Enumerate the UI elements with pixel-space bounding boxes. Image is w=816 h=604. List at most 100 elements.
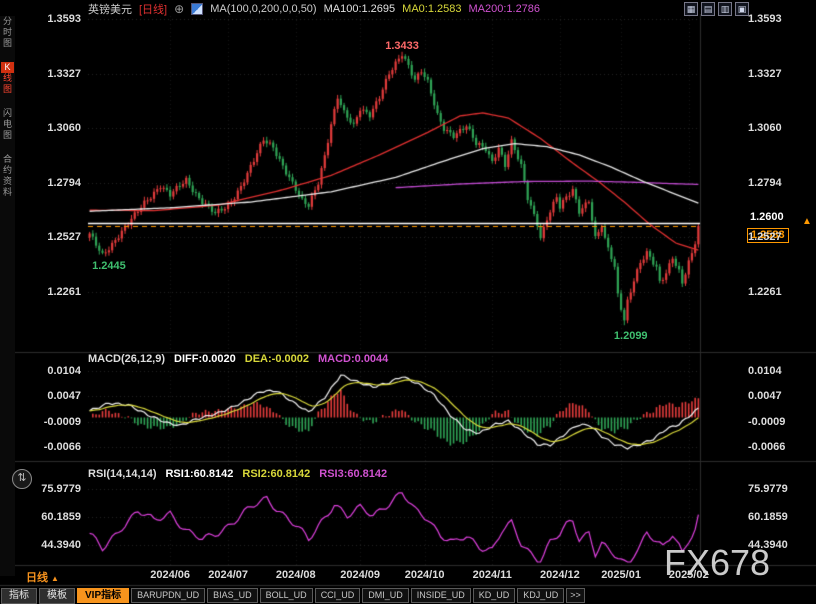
- price-level-label: 1.2600: [750, 211, 784, 223]
- rsi2-value: RSI2:60.8142: [242, 468, 311, 480]
- timeframe-label: 日线: [26, 572, 48, 584]
- sidebar-item-char: 资: [2, 176, 12, 186]
- sidebar-item-char: 线: [2, 73, 12, 83]
- tabs-more-button[interactable]: >>: [566, 588, 585, 603]
- sidebar-item-char: 约: [2, 165, 12, 175]
- window-layout-icon[interactable]: ▣: [735, 2, 749, 16]
- axis-tick-label: 1.3060: [748, 122, 782, 135]
- axis-tick-label: 75.9779: [41, 483, 81, 495]
- macd-dea-value: DEA:-0.0002: [244, 353, 309, 365]
- add-indicator-icon[interactable]: ⊕: [174, 1, 185, 16]
- macd-diff-value: DIFF:0.0020: [174, 353, 236, 365]
- tab-模板[interactable]: 模板: [39, 587, 75, 604]
- x-axis-label: 2024/08: [275, 569, 316, 581]
- axis-tick-label: 44.3940: [41, 539, 81, 551]
- tab-VIP指标[interactable]: VIP指标: [77, 588, 130, 603]
- price-arrow-icon[interactable]: ▲: [802, 216, 812, 227]
- tab-BOLL_UD[interactable]: BOLL_UD: [259, 588, 313, 603]
- tab-BARUPDN_UD[interactable]: BARUPDN_UD: [131, 588, 206, 603]
- axis-tick-label: 44.3940: [748, 539, 788, 551]
- macd-name: MACD(26,12,9): [88, 353, 166, 365]
- window-layout-icon[interactable]: ▤: [701, 2, 715, 16]
- x-axis-label: 2024/06: [150, 569, 190, 581]
- macd-pane-header: MACD(26,12,9) DIFF:0.0020 DEA:-0.0002 MA…: [88, 353, 388, 365]
- chart-info-bar: 英镑美元 [日线] ⊕ MA(100,0,200,0,0,50) MA100:1…: [88, 1, 541, 16]
- window-layout-icon[interactable]: ▥: [718, 2, 732, 16]
- rsi3-value: RSI3:60.8142: [319, 468, 388, 480]
- macd-macd-value: MACD:0.0044: [317, 353, 389, 365]
- x-axis-label: 2024/10: [404, 569, 445, 581]
- quick-nav-icon[interactable]: ⇅: [12, 469, 32, 489]
- rsi1-value: RSI1:60.8142: [165, 468, 234, 480]
- x-axis-label: 2024/11: [472, 569, 512, 581]
- window-layout-icon[interactable]: ▦: [684, 2, 698, 16]
- tab-KDJ_UD[interactable]: KDJ_UD: [517, 588, 565, 603]
- tab-CCI_UD[interactable]: CCI_UD: [314, 588, 361, 603]
- ma-indicator-icon: [191, 2, 204, 15]
- ma0-value: MA0:1.2583: [402, 2, 462, 15]
- x-axis-label: 2024/09: [340, 569, 381, 581]
- sidebar-item-char: K: [1, 62, 14, 73]
- axis-tick-label: -0.0009: [43, 415, 81, 428]
- axis-tick-label: 60.1859: [748, 511, 788, 523]
- axis-tick-label: 1.2527: [748, 231, 782, 244]
- sidebar-item-合约资料[interactable]: 合约资料: [0, 154, 15, 198]
- sidebar-item-char: 合: [2, 154, 12, 164]
- ma-settings-label: MA(100,0,200,0,0,50): [210, 2, 317, 15]
- axis-tick-label: 0.0104: [47, 365, 81, 377]
- period-label: [日线]: [139, 3, 168, 16]
- axis-tick-label: 1.2794: [748, 176, 782, 189]
- sidebar-item-char: 时: [2, 27, 12, 37]
- sidebar-item-闪电图[interactable]: 闪电图: [0, 108, 15, 141]
- x-axis-label: 2025/01: [601, 569, 641, 581]
- x-axis-label: 2024/07: [208, 569, 248, 581]
- sidebar-item-char: 料: [2, 187, 12, 197]
- tab-指标[interactable]: 指标: [1, 587, 37, 604]
- axis-tick-label: -0.0009: [748, 415, 786, 428]
- sidebar-item-分时图[interactable]: 分时图: [0, 16, 15, 49]
- x-axis-label: 2025/02: [668, 569, 709, 581]
- watermark: FX678: [664, 542, 771, 583]
- axis-tick-label: 1.2261: [47, 286, 81, 298]
- rsi-name: RSI(14,14,14): [88, 468, 157, 480]
- axis-tick-label: 1.3593: [748, 13, 782, 25]
- axis-tick-label: 1.2794: [47, 176, 81, 189]
- chevron-up-icon: ▲: [51, 574, 59, 583]
- axis-tick-label: 0.0104: [748, 365, 782, 377]
- sidebar-item-char: 图: [2, 38, 12, 48]
- timeframe-selector[interactable]: 日线 ▲: [26, 569, 59, 585]
- axis-tick-label: -0.0066: [748, 441, 786, 453]
- sidebar-item-char: 图: [2, 130, 12, 140]
- tab-INSIDE_UD[interactable]: INSIDE_UD: [410, 588, 471, 603]
- tab-BIAS_UD[interactable]: BIAS_UD: [207, 588, 258, 603]
- axis-tick-label: 1.3327: [47, 67, 81, 80]
- last-price-badge: 1.2583: [747, 228, 789, 243]
- symbol-name: 英镑美元: [88, 3, 132, 16]
- sidebar-item-char: 闪: [2, 108, 12, 118]
- ma200-value: MA200:1.2786: [468, 2, 541, 15]
- x-axis-label: 2024/12: [539, 569, 580, 581]
- tab-KD_UD[interactable]: KD_UD: [472, 588, 516, 603]
- axis-tick-label: 1.2261: [748, 286, 782, 298]
- axis-tick-label: 0.0047: [47, 390, 81, 403]
- axis-tick-label: 1.3593: [47, 13, 81, 25]
- axis-tick-label: 0.0047: [748, 390, 782, 403]
- axis-tick-label: -0.0066: [43, 441, 81, 453]
- axis-tick-label: 1.3327: [748, 67, 782, 80]
- rsi-pane-header: RSI(14,14,14) RSI1:60.8142 RSI2:60.8142 …: [88, 468, 387, 480]
- axis-tick-label: 75.9779: [748, 483, 788, 495]
- tab-DMI_UD[interactable]: DMI_UD: [362, 588, 409, 603]
- sidebar-item-char: 图: [2, 84, 12, 94]
- ma100-value: MA100:1.2695: [323, 2, 396, 15]
- sidebar-item-char: 电: [2, 119, 12, 129]
- axis-tick-label: 1.2527: [47, 231, 81, 244]
- price-annotation: 1.2445: [92, 259, 126, 272]
- price-annotation: 1.3433: [385, 40, 419, 53]
- indicator-tabbar: 指标 模板 VIP指标 BARUPDN_UD BIAS_UD BOLL_UD CCI_UD D…: [1, 587, 585, 604]
- axis-tick-label: 1.3060: [47, 122, 81, 135]
- window-layout-controls: ▦ ▤ ▥ ▣: [684, 2, 749, 16]
